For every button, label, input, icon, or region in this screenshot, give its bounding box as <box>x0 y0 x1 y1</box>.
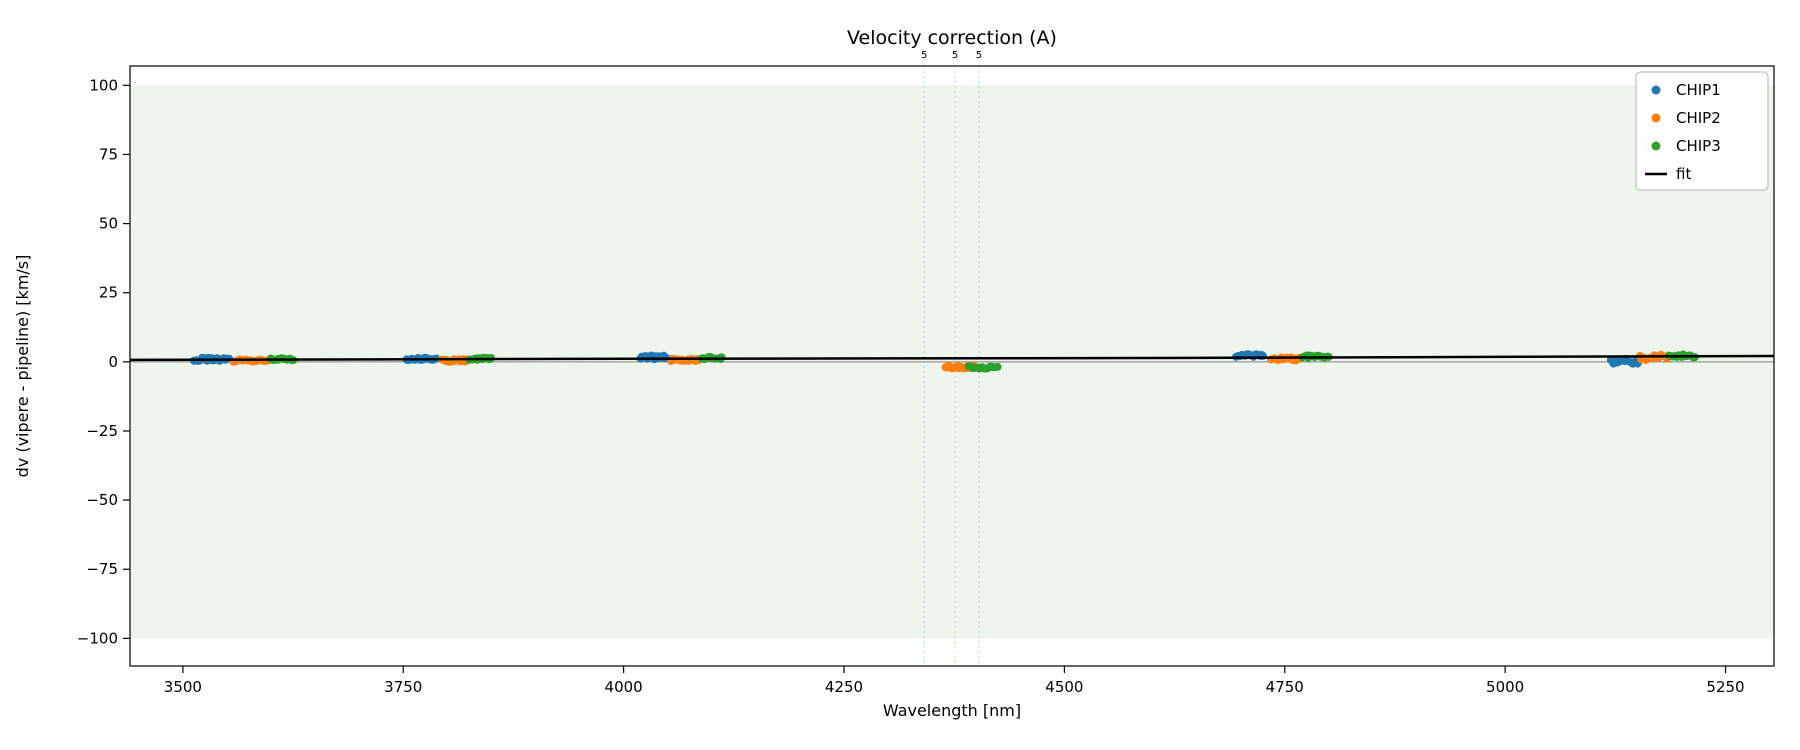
axes-layer: 3500 3750 4000 4250 4500 4750 5000 5250 −100 −75 −… <box>77 65 1775 696</box>
legend-marker-dot <box>1651 113 1661 123</box>
y-tick-label: 25 <box>99 284 118 302</box>
y-tick-label: 75 <box>99 145 118 163</box>
legend-box <box>1635 71 1769 191</box>
x-tick-label: 3750 <box>384 678 422 696</box>
x-tick-label: 3500 <box>164 678 202 696</box>
y-tick-label: 0 <box>108 353 118 371</box>
legend-label: fit <box>1676 165 1691 183</box>
x-tick-label: 4750 <box>1266 678 1304 696</box>
legend-label: CHIP3 <box>1676 137 1721 155</box>
scatter-point-chip3 <box>993 362 1002 371</box>
scatter-point-chip3 <box>717 353 726 362</box>
x-tick-label: 5000 <box>1486 678 1524 696</box>
y-tick-label: −25 <box>86 422 118 440</box>
y-tick-label: 50 <box>99 215 118 233</box>
chip-marker-vline-label: 5 <box>976 50 982 61</box>
x-tick-label: 4250 <box>825 678 863 696</box>
axes-frame <box>129 65 1775 667</box>
y-tick-label: −100 <box>77 629 118 647</box>
x-tick-label: 4500 <box>1045 678 1083 696</box>
y-tick-label: −50 <box>86 491 118 509</box>
y-tick-label: −75 <box>86 560 118 578</box>
y-axis-label: dv (vipere - pipeline) [km/s] <box>13 255 32 478</box>
legend: CHIP1 CHIP2 CHIP3 fit <box>1635 71 1769 191</box>
x-tick-label: 5250 <box>1706 678 1744 696</box>
legend-marker-dot <box>1651 141 1661 151</box>
plot-background-layer <box>130 85 1774 639</box>
legend-label: CHIP2 <box>1676 109 1721 127</box>
chip-marker-vline-label: 5 <box>952 50 958 61</box>
y-tick-label: 100 <box>89 76 118 94</box>
x-axis-label: Wavelength [nm] <box>883 701 1021 720</box>
chart-title: Velocity correction (A) <box>847 27 1057 49</box>
legend-marker-dot <box>1651 85 1661 95</box>
x-tick-label: 4000 <box>605 678 643 696</box>
fit-line <box>129 354 1775 362</box>
fit-line-layer <box>129 354 1775 362</box>
chip-marker-vline-label: 5 <box>921 50 927 61</box>
legend-label: CHIP1 <box>1676 81 1721 99</box>
